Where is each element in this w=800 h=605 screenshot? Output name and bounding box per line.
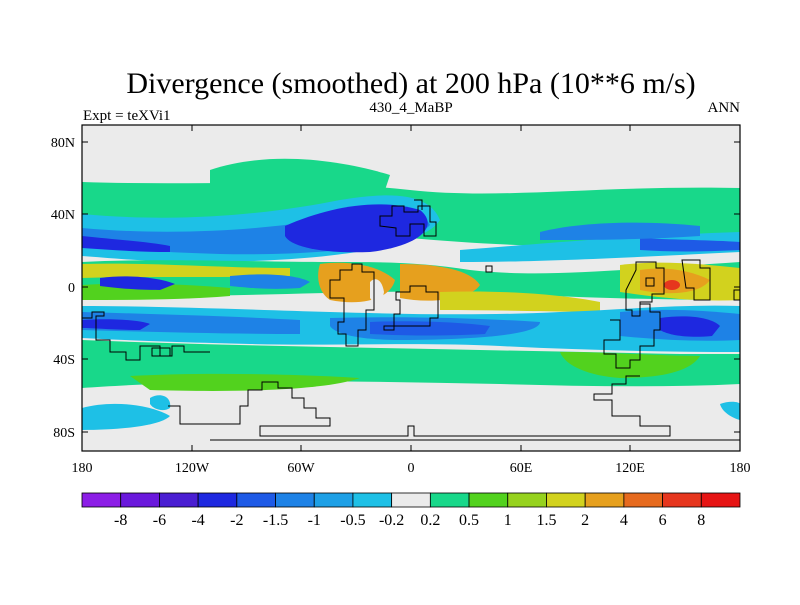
colorbar-tick-label: -1.5	[263, 512, 288, 529]
lat-tick-label: 80N	[51, 136, 75, 151]
lat-tick-label: 40N	[51, 208, 75, 223]
period-label: 430_4_MaBP	[369, 100, 452, 116]
colorbar-tick-label: 4	[620, 512, 628, 529]
colorbar-tick-label: 0.5	[459, 512, 479, 529]
contour-fill-band	[82, 319, 150, 330]
colorbar-swatch	[81, 492, 122, 508]
colorbar-tick-label: 1	[504, 512, 512, 529]
colorbar-tick-label: -1	[308, 512, 321, 529]
colorbar-swatch	[468, 492, 509, 508]
colorbar-swatch	[313, 492, 354, 508]
map-plot	[82, 125, 740, 451]
colorbar-tick-label: 2	[581, 512, 589, 529]
lat-tick-label: 40S	[53, 353, 75, 368]
contour-fill-band	[210, 158, 390, 207]
coastline-western-shelf	[82, 311, 210, 361]
contour-fill-band	[370, 321, 490, 336]
experiment-label: Expt = teXVi1	[83, 108, 171, 124]
lon-tick-label: 120E	[615, 461, 645, 476]
coastline-south-america	[383, 285, 439, 331]
latitude-axis: 80N 40N 0 40S 80S	[51, 136, 740, 441]
coastline-indo-pacific	[603, 303, 661, 369]
contour-fill-band	[640, 238, 740, 252]
lat-tick-label: 0	[68, 281, 75, 296]
colorbar-swatch	[197, 492, 238, 508]
contour-fill-band	[540, 222, 700, 240]
colorbar-tick-label: 1.5	[536, 512, 556, 529]
coastline-indo-pacific	[625, 261, 665, 317]
colorbar-tick-label: -0.5	[340, 512, 365, 529]
coastline-indo-pacific	[681, 259, 711, 301]
contour-fill-band	[400, 264, 480, 301]
colorbar-tick-label: -2	[230, 512, 243, 529]
coastline-central-america	[485, 265, 493, 273]
coastline-antarctica	[168, 375, 671, 437]
lon-tick-label: 60E	[510, 461, 533, 476]
colorbar-tick-label: 0.2	[420, 512, 440, 529]
colorbar-tick-label: 8	[697, 512, 705, 529]
lat-tick-label: 80S	[53, 426, 75, 441]
contour-fill-band	[664, 280, 680, 290]
colorbar-swatch	[236, 492, 276, 508]
coastline-africa	[329, 263, 375, 347]
contour-fill-band	[660, 316, 720, 337]
plot-title: Divergence (smoothed) at 200 hPa (10**6 …	[126, 67, 695, 100]
colorbar-tick-label: -4	[191, 512, 204, 529]
colorbar-swatch	[546, 492, 586, 508]
contour-fill-band	[82, 236, 170, 252]
lon-tick-label: 60W	[287, 461, 315, 476]
longitude-axis: 180 120W 60W 0 60E 120E 180	[72, 125, 751, 476]
contour-fill-band	[720, 401, 740, 420]
coastline-indo-pacific	[733, 289, 740, 301]
coastline-indo-pacific	[645, 277, 655, 287]
coastlines	[82, 199, 740, 441]
colorbar-swatch	[429, 492, 470, 508]
colorbar-swatch	[584, 492, 625, 508]
colorbar-tick-label: 6	[659, 512, 667, 529]
contour-fill-band	[230, 274, 310, 289]
colorbar-swatch	[275, 492, 315, 508]
season-label: ANN	[708, 100, 741, 116]
colorbar-swatch	[507, 492, 547, 508]
contour-fill-band	[82, 403, 170, 430]
contour-fill-band	[130, 373, 360, 391]
colorbar-tick-label: -0.2	[379, 512, 404, 529]
coastline-north-america	[414, 199, 423, 210]
contour-fill-band	[150, 395, 171, 411]
lon-tick-label: 180	[72, 461, 93, 476]
colorbar-tick-label: -8	[114, 512, 127, 529]
colorbar-swatch	[700, 492, 741, 508]
coastline-north-america	[379, 205, 437, 237]
lon-tick-label: 180	[730, 461, 751, 476]
coastline-western-shelf	[151, 347, 171, 357]
contour-fill-band	[440, 291, 600, 312]
colorbar-swatch	[391, 492, 431, 508]
colorbar	[81, 492, 741, 508]
contour-fill-band	[100, 276, 175, 290]
colorbar-swatch	[352, 492, 393, 508]
lon-tick-label: 0	[408, 461, 415, 476]
colorbar-labels: -8 -6 -4 -2 -1.5 -1 -0.5 -0.2 0.2 0.5 1 1.5 2 4 6 8	[114, 512, 705, 529]
colorbar-swatch	[159, 492, 199, 508]
colorbar-swatch	[623, 492, 663, 508]
lon-tick-label: 120W	[175, 461, 210, 476]
colorbar-swatch	[662, 492, 702, 508]
contour-fill-band	[82, 263, 290, 278]
colorbar-swatch	[120, 492, 160, 508]
colorbar-tick-label: -6	[153, 512, 166, 529]
